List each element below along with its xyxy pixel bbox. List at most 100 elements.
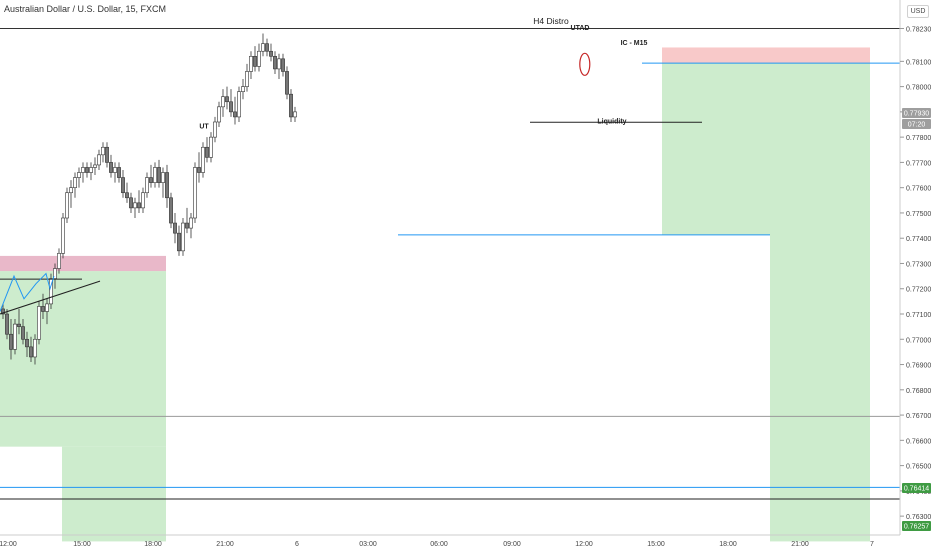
candle-37 [149, 164, 153, 188]
candle-7 [29, 336, 33, 363]
candle-70 [281, 53, 285, 77]
candle-30 [121, 169, 125, 198]
candle-body [1, 308, 5, 315]
candle-19 [77, 167, 81, 188]
candle-body [225, 96, 229, 103]
candle-26 [105, 142, 109, 168]
candle-body [209, 136, 213, 158]
candle-69 [277, 53, 281, 80]
candle-body [121, 177, 125, 194]
x-tick-label-11: 21:00 [791, 541, 809, 548]
y-tick-label-16: 0.76600 [906, 438, 931, 445]
candle-body [141, 192, 145, 209]
y-tick-label-9: 0.77300 [906, 261, 931, 268]
candle-17 [69, 180, 73, 208]
y-tick-label-6: 0.77600 [906, 186, 931, 193]
candle-body [5, 313, 9, 335]
candle-39 [157, 159, 161, 188]
candle-body [109, 162, 113, 173]
candle-body [233, 111, 237, 118]
price-badge-1 [902, 119, 931, 129]
candle-20 [81, 162, 85, 183]
y-tick-label-15: 0.76700 [906, 413, 931, 420]
candle-18 [73, 172, 77, 198]
y-tick-label-14: 0.76800 [906, 388, 931, 395]
candle-28 [113, 162, 117, 183]
candle-body [41, 306, 45, 312]
candle-13 [53, 263, 57, 289]
candle-body [69, 187, 73, 194]
candle-55 [221, 89, 225, 117]
candle-body [21, 326, 25, 340]
x-tick-label-12: 7 [870, 541, 874, 548]
candle-72 [289, 89, 293, 122]
candle-body [293, 111, 297, 118]
candle-body [89, 167, 93, 173]
y-tick-label-10: 0.77200 [906, 287, 931, 294]
currency-selector[interactable]: USD [907, 5, 929, 18]
candle-34 [137, 190, 141, 213]
zone-0 [0, 271, 166, 447]
candle-25 [101, 142, 105, 163]
candle-14 [57, 248, 61, 274]
y-tick-label-7: 0.77500 [906, 211, 931, 218]
x-tick-label-2: 18:00 [144, 541, 162, 548]
candle-body [261, 43, 265, 52]
candle-body [57, 253, 61, 269]
candle-body [165, 172, 169, 199]
candle-body [257, 50, 261, 67]
candle-5 [21, 319, 25, 345]
price-badge-label-3: 0.76257 [904, 524, 929, 531]
annotation-2: IC - M15 [621, 40, 648, 47]
chart-title: H4 Distro [533, 16, 569, 26]
annotation-3: Liquidity [597, 118, 626, 125]
candle-53 [213, 116, 217, 143]
candle-43 [173, 212, 177, 244]
candle-body [33, 338, 37, 358]
y-tick-label-2: 0.78000 [906, 85, 931, 92]
y-tick-label-1: 0.78100 [906, 59, 931, 66]
candle-2 [9, 319, 13, 360]
candle-6 [25, 331, 29, 357]
candle-body [177, 232, 181, 252]
candle-27 [109, 154, 113, 178]
candle-body [281, 58, 285, 72]
candle-body [77, 172, 81, 178]
zone-1 [62, 446, 166, 542]
candle-32 [129, 192, 133, 213]
candle-body [45, 303, 49, 312]
y-tick-label-5: 0.77700 [906, 160, 931, 167]
candle-body [289, 93, 293, 118]
candle-48 [193, 162, 197, 224]
candle-body [161, 172, 165, 183]
candle-body [205, 146, 209, 158]
candle-body [189, 217, 193, 229]
candle-59 [237, 86, 241, 122]
y-tick-label-0: 0.78230 [906, 27, 931, 34]
price-badge-label-0: 0.77930 [904, 111, 929, 118]
candle-body [97, 154, 101, 166]
candle-body [273, 55, 277, 70]
candle-body [133, 202, 137, 209]
candle-3 [13, 319, 17, 355]
x-tick-label-7: 09:00 [503, 541, 521, 548]
annotation-1: UTAD [571, 25, 590, 32]
candle-60 [241, 79, 245, 100]
candle-body [193, 167, 197, 219]
candle-9 [37, 301, 41, 345]
ic-circle-marker [579, 52, 591, 76]
price-badge-label-1: 07:20 [908, 122, 926, 129]
candle-56 [225, 86, 229, 110]
candle-61 [245, 63, 249, 92]
candle-body [213, 121, 217, 138]
trendline-black [0, 280, 101, 315]
price-badge-2 [902, 483, 931, 493]
candle-body [197, 167, 201, 173]
candle-body [249, 55, 253, 72]
candle-body [105, 146, 109, 163]
candle-body [85, 167, 89, 173]
candle-body [125, 192, 129, 199]
candle-body [81, 167, 85, 173]
